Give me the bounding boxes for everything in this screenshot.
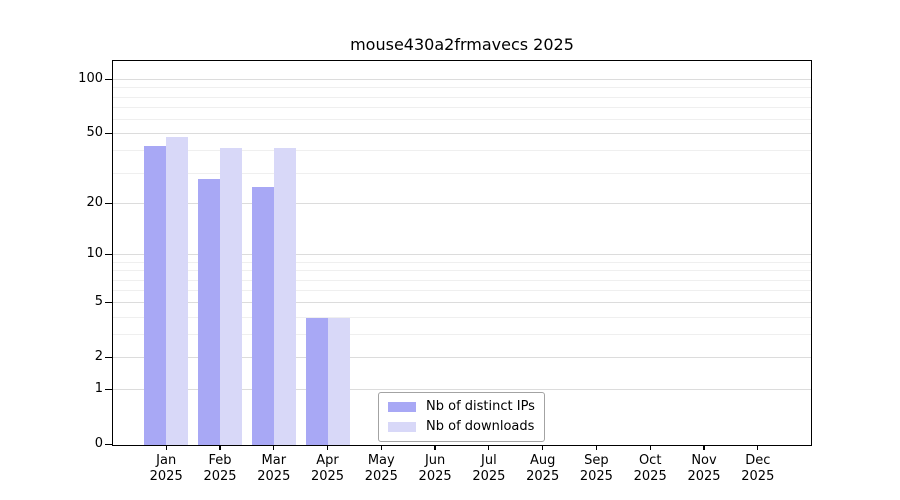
gridline-major xyxy=(113,389,811,391)
y-tick-mark xyxy=(105,443,112,445)
chart-title: mouse430a2frmavecs 2025 xyxy=(350,35,574,54)
gridline-minor xyxy=(113,107,811,108)
x-tick-label: Oct 2025 xyxy=(633,453,667,484)
bar-nb-of-downloads xyxy=(273,147,296,445)
x-tick-label: Jan 2025 xyxy=(149,453,183,484)
y-tick-mark xyxy=(105,202,112,205)
legend-swatch-nb-of-downloads xyxy=(388,422,416,432)
gridline-minor xyxy=(113,172,811,174)
x-tick-mark xyxy=(649,446,651,450)
bar-nb-of-downloads xyxy=(220,147,242,445)
bar-nb-of-downloads xyxy=(327,317,350,445)
y-tick-label: 2 xyxy=(94,349,103,365)
y-tick-mark xyxy=(105,78,112,80)
gridline-major xyxy=(113,203,811,205)
x-tick-label: Aug 2025 xyxy=(526,453,560,484)
x-tick-mark xyxy=(757,446,759,450)
y-tick-mark xyxy=(105,132,112,134)
y-tick-label: 10 xyxy=(86,246,103,262)
gridline-major xyxy=(113,302,811,304)
y-tick-mark xyxy=(105,388,112,390)
x-tick-mark xyxy=(595,446,598,450)
gridline-major xyxy=(113,79,811,81)
y-tick-label: 50 xyxy=(86,125,103,141)
x-tick-label: Mar 2025 xyxy=(257,453,291,484)
x-tick-label: Jul 2025 xyxy=(472,453,506,484)
plot-area: Nb of distinct IPs Nb of downloads 0 1 2 5 10… xyxy=(78,60,812,484)
x-tick-mark xyxy=(219,446,221,450)
gridline-minor xyxy=(113,279,811,281)
gridline-minor xyxy=(113,334,811,336)
x-tick-mark xyxy=(434,446,436,450)
legend-row: Nb of downloads xyxy=(388,417,535,437)
legend-swatch-nb-of-distinct-ips xyxy=(388,402,416,412)
x-tick-mark xyxy=(165,446,167,450)
bar-nb-of-distinct-ips xyxy=(251,187,274,445)
x-tick-mark xyxy=(273,446,275,450)
gridline-minor xyxy=(113,316,811,318)
x-tick-mark xyxy=(326,446,329,450)
gridline-major xyxy=(113,357,811,359)
x-tick-label: Apr 2025 xyxy=(310,453,345,484)
x-tick-label: Jun 2025 xyxy=(418,453,452,484)
bar-nb-of-distinct-ips xyxy=(305,317,328,445)
gridline-minor xyxy=(113,87,811,89)
x-tick-label: May 2025 xyxy=(364,453,398,484)
gridline-minor xyxy=(113,119,811,120)
legend-label: Nb of distinct IPs xyxy=(426,399,535,414)
x-tick-label: Feb 2025 xyxy=(203,453,237,484)
bar-nb-of-distinct-ips xyxy=(144,145,167,445)
gridline-minor xyxy=(113,261,811,263)
bar-nb-of-downloads xyxy=(166,137,189,445)
y-tick-label: 100 xyxy=(78,71,103,87)
x-tick-mark xyxy=(380,446,382,450)
bar-nb-of-distinct-ips xyxy=(198,178,220,445)
y-tick-mark xyxy=(105,301,112,304)
x-tick-label: Nov 2025 xyxy=(687,453,721,484)
gridline-minor xyxy=(113,290,811,292)
gridline-minor xyxy=(113,96,811,98)
y-tick-label: 0 xyxy=(94,436,103,451)
gridline-major xyxy=(113,133,811,135)
y-tick-label: 20 xyxy=(86,195,103,211)
y-tick-mark xyxy=(105,356,112,358)
gridline-minor xyxy=(113,150,811,152)
x-tick-mark xyxy=(542,446,544,450)
x-tick-label: Dec 2025 xyxy=(741,453,775,484)
x-tick-mark xyxy=(488,446,490,450)
gridline-minor xyxy=(113,270,811,272)
y-tick-label: 5 xyxy=(94,294,103,310)
y-tick-mark xyxy=(105,253,112,256)
x-tick-label: Sep 2025 xyxy=(579,453,613,484)
x-tick-mark xyxy=(703,446,705,450)
legend: Nb of distinct IPs Nb of downloads xyxy=(378,392,545,442)
gridline-major xyxy=(113,254,811,256)
y-tick-label: 1 xyxy=(94,381,103,397)
legend-row: Nb of distinct IPs xyxy=(388,397,535,417)
legend-label: Nb of downloads xyxy=(426,419,535,434)
